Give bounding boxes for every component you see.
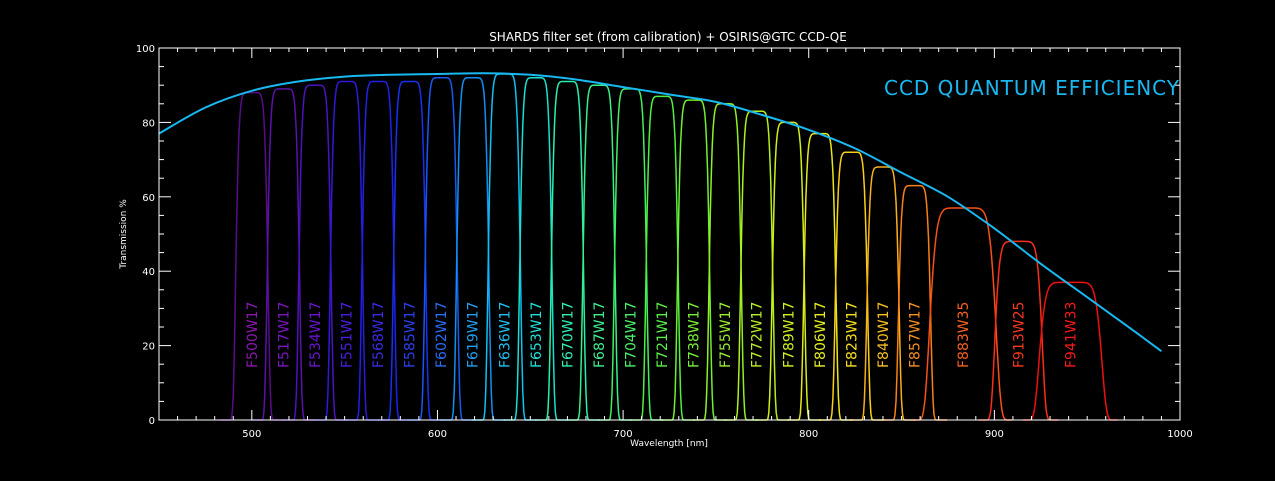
filter-label-f500w17: F500W17	[245, 302, 261, 368]
x-axis: 500 600 700 800 900 1000	[158, 48, 1193, 440]
filter-label-f806w17: F806W17	[813, 302, 829, 368]
filter-label-f823w17: F823W17	[844, 302, 860, 368]
x-tick-label: 1000	[1167, 429, 1192, 440]
filter-label-f772w17: F772W17	[750, 302, 766, 368]
filter-curve-f551w17	[314, 80, 379, 421]
y-tick-label: 0	[149, 416, 155, 427]
filter-curve-f840w17	[850, 166, 916, 421]
filter-label-f670w17: F670W17	[560, 302, 576, 368]
filter-curve-f772w17	[724, 110, 790, 421]
filter-label-f840w17: F840W17	[876, 302, 892, 368]
filter-labels: F500W17 F517W17 F534W17 F551W17 F568W17 F585W…	[245, 302, 1080, 368]
filter-label-f602w17: F602W17	[434, 302, 450, 368]
chart-title: SHARDS filter set (from calibration) + O…	[489, 30, 847, 44]
x-tick-label: 800	[799, 429, 818, 440]
x-tick-label: 700	[614, 429, 633, 440]
y-tick-label: 60	[142, 193, 155, 204]
filter-label-f883w35: F883W35	[956, 302, 972, 368]
filter-curve-f534w17	[282, 84, 348, 421]
filter-label-f568w17: F568W17	[371, 302, 387, 368]
filter-label-f721w17: F721W17	[655, 302, 671, 368]
filter-curve-f755w17	[692, 103, 758, 421]
filter-label-f941w33: F941W33	[1063, 302, 1079, 368]
filter-curve-f670w17	[534, 80, 600, 421]
x-axis-title: Wavelength [nm]	[630, 439, 708, 449]
filter-curve-f806w17	[787, 132, 853, 421]
filter-label-f738w17: F738W17	[687, 302, 703, 368]
filter-curve-f500w17	[219, 91, 285, 421]
filter-curve-f704w17	[598, 88, 663, 421]
filter-curve-f823w17	[818, 151, 884, 421]
filter-curve-f721w17	[629, 95, 695, 421]
y-tick-label: 80	[142, 118, 155, 129]
filter-label-f653w17: F653W17	[529, 302, 545, 368]
filter-curve-f517w17	[250, 88, 316, 421]
x-tick-label: 600	[428, 429, 447, 440]
filter-curve-f687w17	[566, 84, 632, 421]
filter-label-f619w17: F619W17	[466, 302, 482, 368]
filter-label-f704w17: F704W17	[624, 302, 640, 368]
x-tick-label: 900	[985, 429, 1004, 440]
filter-label-f585w17: F585W17	[403, 302, 419, 368]
filter-curve-f738w17	[661, 99, 727, 421]
filter-curve-f913w25	[978, 240, 1059, 421]
filter-label-f857w17: F857W17	[908, 302, 924, 368]
filter-label-f789w17: F789W17	[781, 302, 797, 368]
filter-curve-f585w17	[377, 80, 443, 421]
filter-label-f755w17: F755W17	[718, 302, 734, 368]
filter-label-f687w17: F687W17	[592, 302, 608, 368]
y-tick-label: 20	[142, 342, 155, 353]
y-axis-title: Transmission %	[119, 199, 129, 270]
filter-label-f534w17: F534W17	[308, 302, 324, 368]
y-tick-label: 40	[142, 267, 155, 278]
filter-label-f913w25: F913W25	[1011, 302, 1027, 368]
filter-curve-f568w17	[345, 80, 411, 421]
qe-annotation: CCD QUANTUM EFFICIENCY	[884, 76, 1180, 100]
filter-label-f517w17: F517W17	[276, 302, 292, 368]
filter-curve-f941w33	[1023, 281, 1118, 421]
y-tick-label: 100	[136, 44, 155, 55]
y-axis: 0 20 40 60 80 100	[136, 44, 1180, 427]
x-tick-label: 500	[242, 429, 261, 440]
filter-label-f636w17: F636W17	[497, 302, 513, 368]
filter-curve-f789w17	[755, 121, 821, 421]
filter-label-f551w17: F551W17	[339, 302, 355, 368]
ccd-qe-curve	[158, 72, 1162, 353]
